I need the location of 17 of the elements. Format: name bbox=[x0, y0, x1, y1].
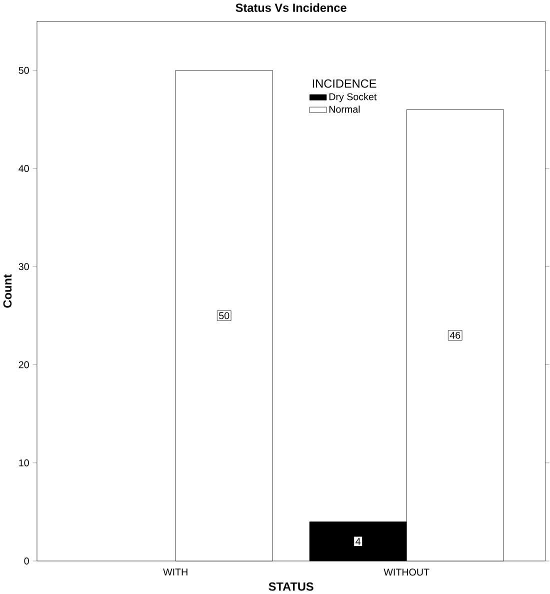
data-label: 46 bbox=[450, 332, 460, 339]
y-tick-label: 0 bbox=[24, 558, 30, 564]
y-tick-label: 10 bbox=[19, 459, 30, 466]
legend-title: INCIDENCE bbox=[313, 79, 376, 88]
data-label: 4 bbox=[356, 538, 361, 545]
legend-label: Dry Socket bbox=[330, 93, 377, 102]
x-axis-title: STATUS bbox=[268, 582, 314, 591]
y-axis-title: Count bbox=[4, 274, 12, 308]
y-tick-label: 40 bbox=[18, 165, 30, 172]
legend-label: Normal bbox=[330, 106, 360, 113]
data-label: 50 bbox=[219, 312, 230, 320]
chart-title: Status Vs Incidence bbox=[236, 3, 347, 12]
y-tick-label: 50 bbox=[19, 66, 30, 74]
x-tick-label: WITHOUT bbox=[384, 568, 430, 576]
x-tick-label: WITH bbox=[163, 568, 188, 576]
y-tick-label: 20 bbox=[19, 361, 30, 368]
y-tick-label: 30 bbox=[18, 263, 30, 270]
